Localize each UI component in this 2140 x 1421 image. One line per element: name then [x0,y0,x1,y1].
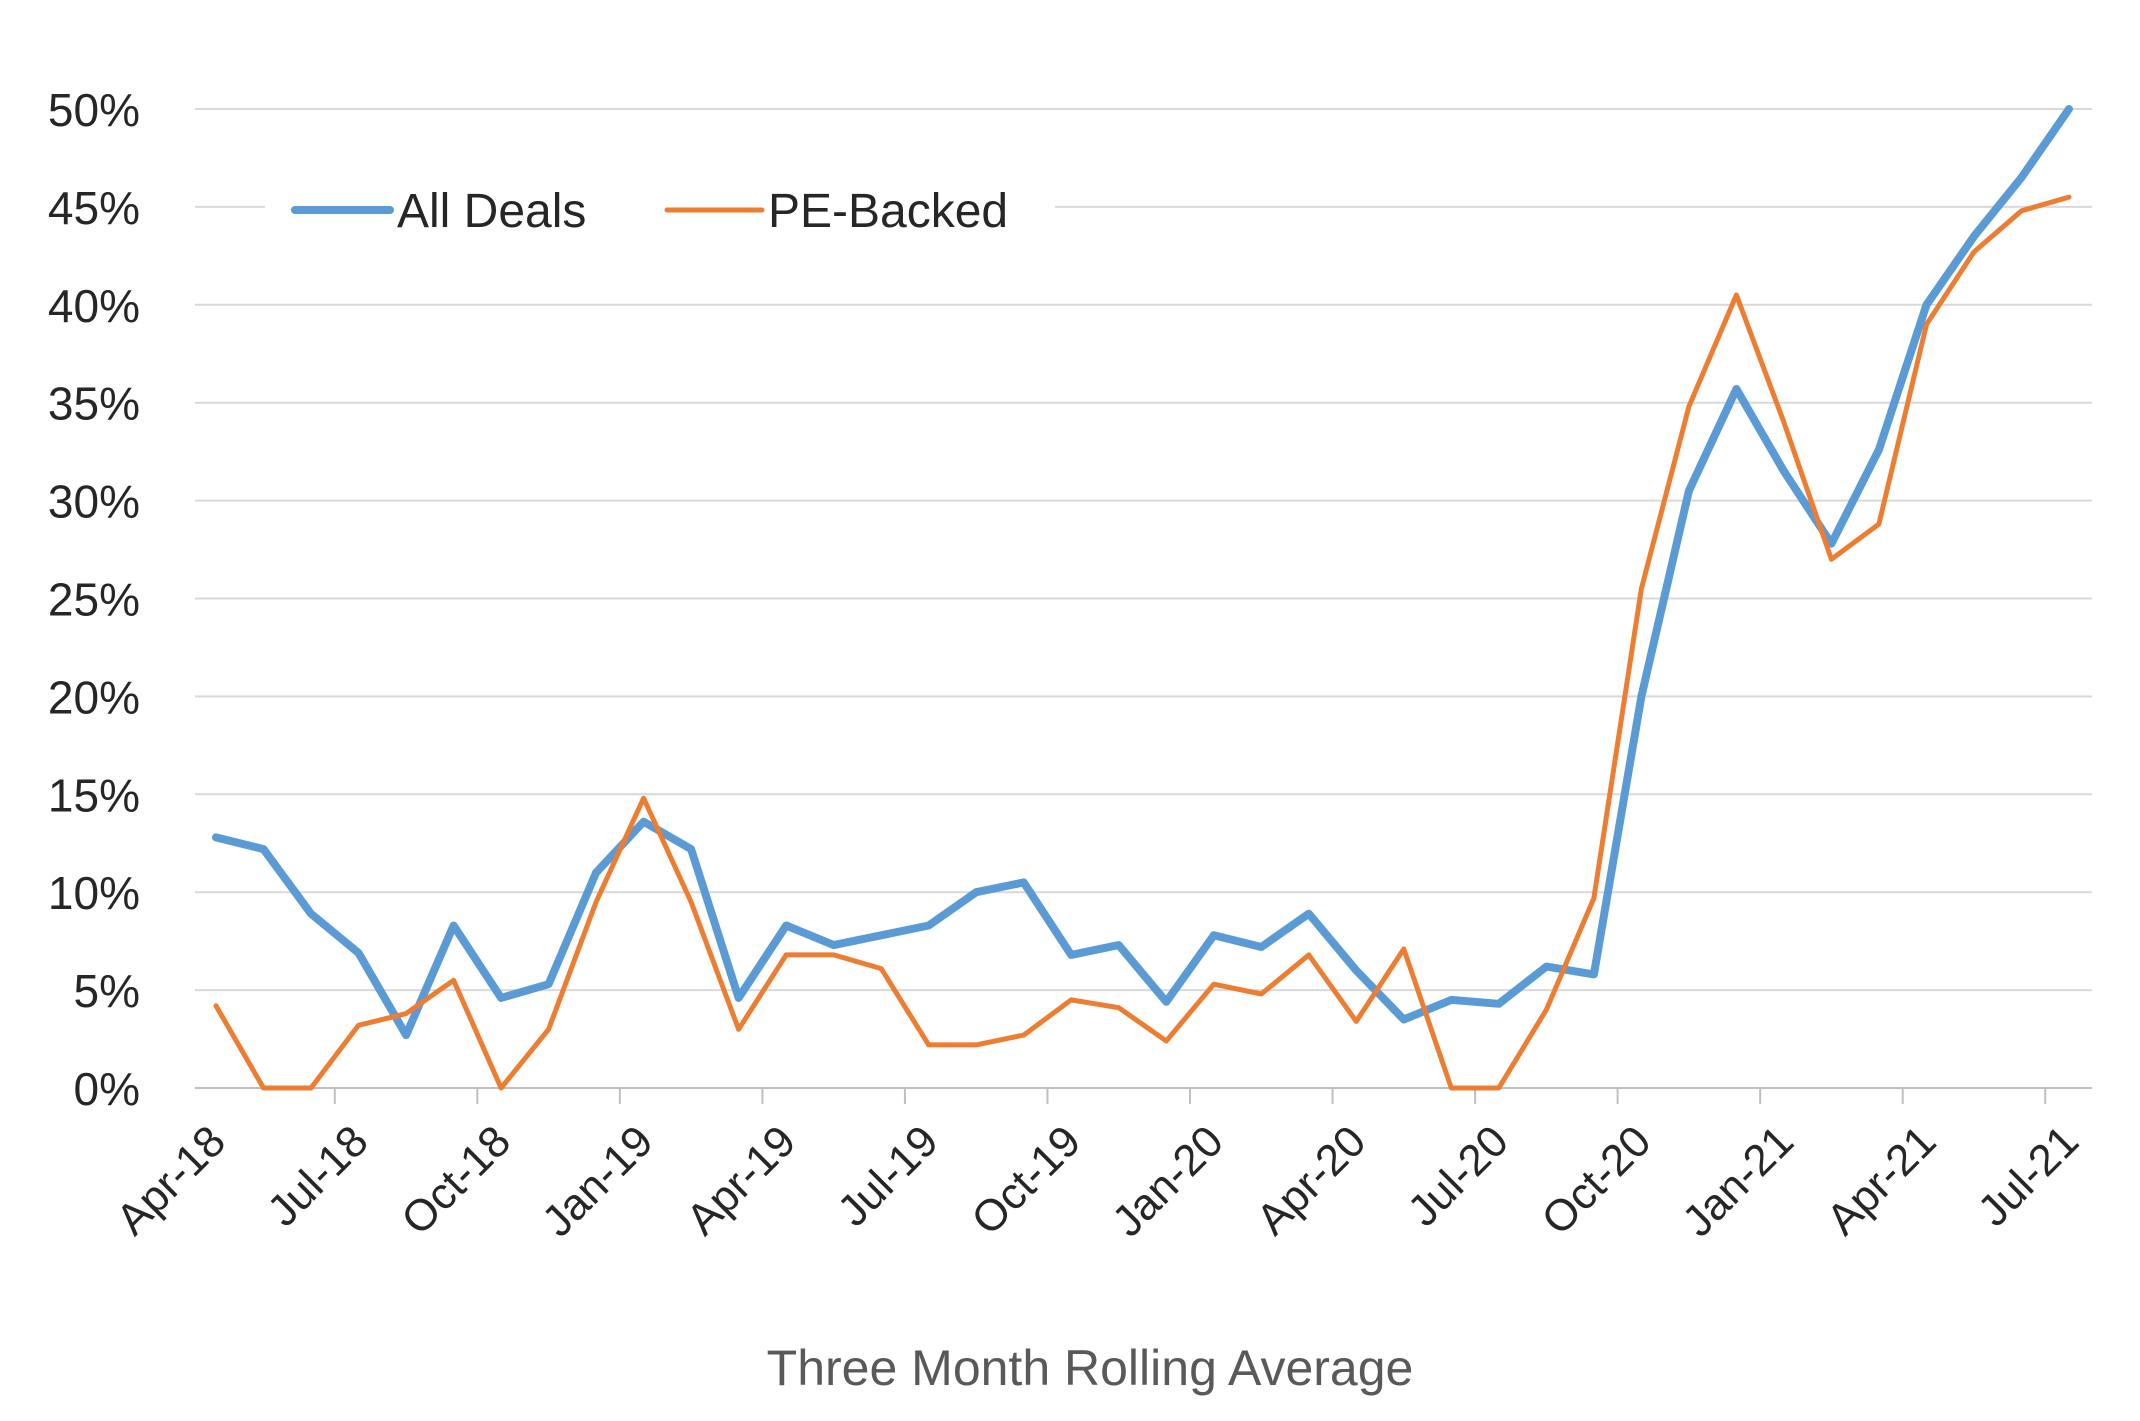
y-tick-label: 30% [48,476,140,528]
x-axis-title: Three Month Rolling Average [767,1340,1414,1396]
y-tick-label: 0% [74,1063,140,1115]
y-tick-label: 10% [48,867,140,919]
y-tick-label: 50% [48,84,140,136]
series-lines [212,105,2073,1091]
y-tick-label: 20% [48,671,140,723]
legend-item-all-deals-label: All Deals [397,185,586,238]
y-tick-label: 40% [48,280,140,332]
legend-background [265,165,1055,255]
y-tick-label: 25% [48,574,140,626]
legend-item-pe-backed-label: PE-Backed [768,185,1008,238]
legend: All Deals PE-Backed [265,165,1055,255]
y-tick-label: 35% [48,378,140,430]
series-line-all-deals [212,105,2073,1040]
y-tick-label: 45% [48,182,140,234]
y-tick-label: 5% [74,965,140,1017]
series-line-pe-backed [213,194,2072,1091]
y-tick-label: 15% [48,769,140,821]
